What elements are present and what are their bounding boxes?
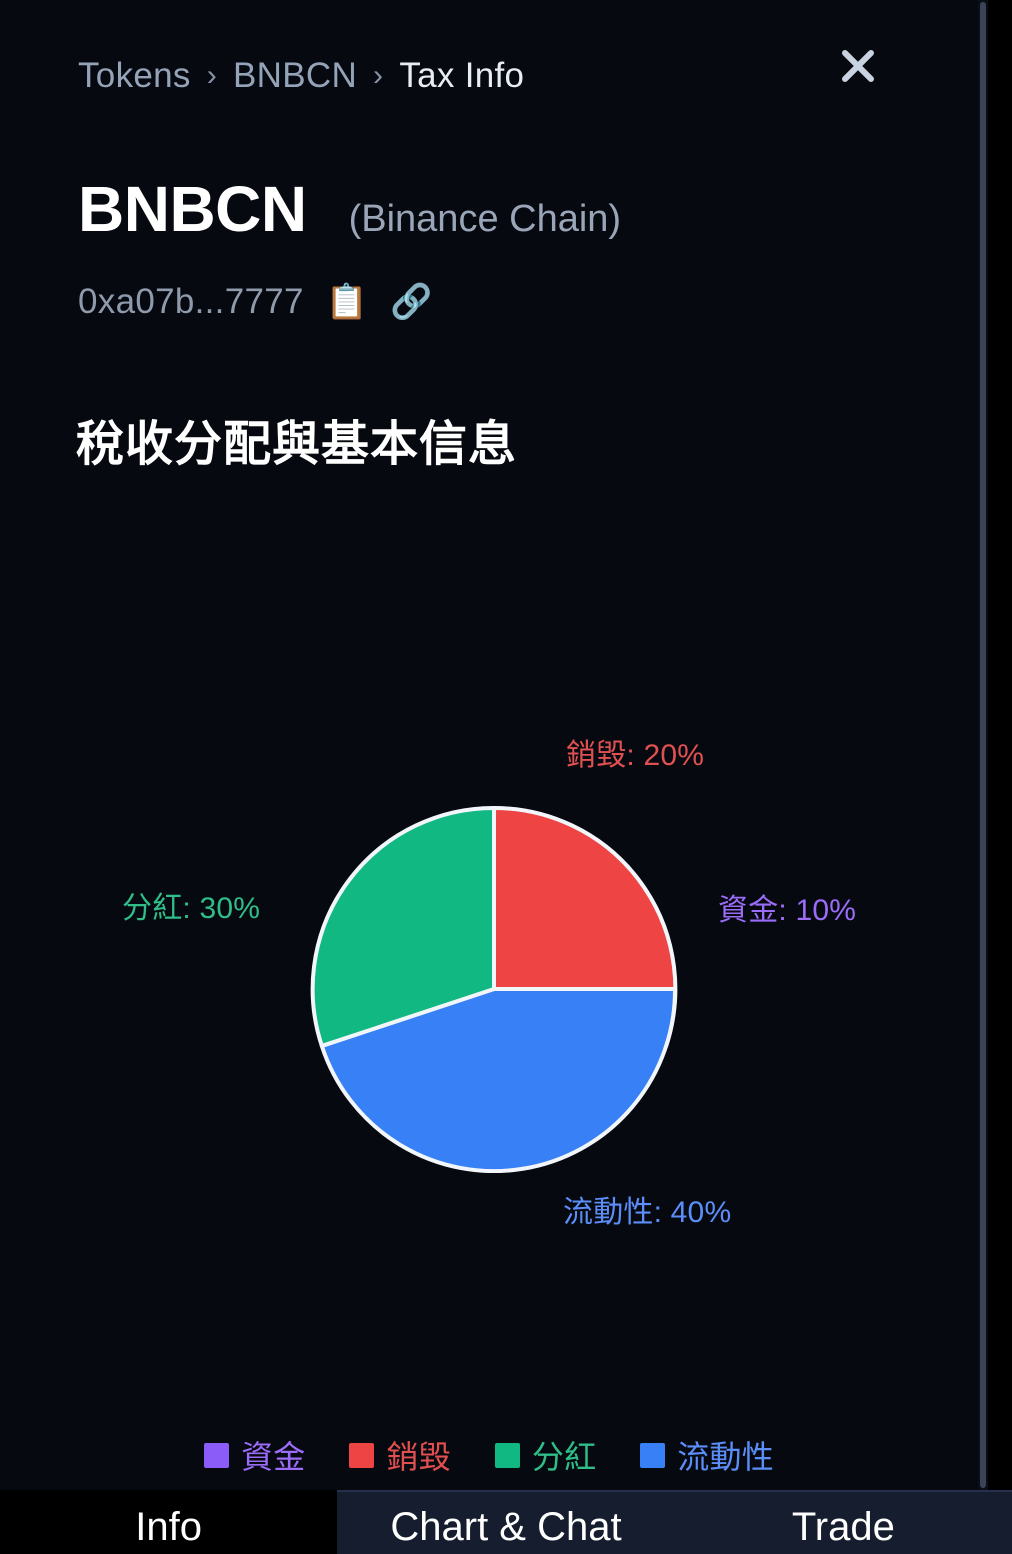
tab-chart-and-chat[interactable]: Chart & Chat bbox=[337, 1490, 675, 1554]
legend-label: 銷毀 bbox=[386, 1439, 451, 1475]
scroll-viewport: Tokens › BNBCN › Tax Info BNBCN (Binance… bbox=[0, 0, 988, 1490]
breadcrumb-item-tax-info[interactable]: Tax Info bbox=[399, 56, 525, 95]
link-icon[interactable]: 🔗 bbox=[390, 282, 433, 322]
section-title: 稅收分配與基本信息 bbox=[76, 418, 518, 471]
legend-item-burn[interactable]: 銷毀 bbox=[349, 1432, 451, 1478]
pie-label-funds: 資金: 10% bbox=[718, 894, 857, 927]
pie-chart bbox=[310, 805, 678, 1173]
tab-trade[interactable]: Trade bbox=[674, 1490, 1012, 1554]
legend-swatch-icon bbox=[349, 1442, 375, 1468]
token-chain-label: (Binance Chain) bbox=[348, 198, 622, 240]
scrollbar-thumb[interactable] bbox=[980, 2, 986, 1488]
clipboard-icon[interactable]: 📋 bbox=[325, 282, 369, 322]
legend-label: 流動性 bbox=[677, 1439, 774, 1475]
pie-slice-liquidity bbox=[319, 987, 678, 1173]
close-icon bbox=[835, 43, 881, 89]
breadcrumb-item-bnbcn[interactable]: BNBCN bbox=[233, 56, 358, 95]
token-address: 0xa07b...7777 bbox=[78, 282, 304, 321]
close-button[interactable] bbox=[832, 40, 884, 92]
chart-legend: 資金 銷毀 分紅 流動性 bbox=[0, 1432, 978, 1478]
legend-label: 分紅 bbox=[531, 1439, 597, 1475]
pie-label-dividend: 分紅: 30% bbox=[122, 892, 261, 925]
legend-swatch-icon bbox=[494, 1442, 520, 1468]
breadcrumb-separator-icon: › bbox=[206, 59, 217, 92]
legend-item-dividend[interactable]: 分紅 bbox=[494, 1432, 597, 1478]
pie-slice-dividend bbox=[310, 805, 496, 1048]
page-title: BNBCN bbox=[78, 173, 307, 245]
pie-label-liquidity: 流動性: 40% bbox=[563, 1196, 732, 1229]
token-address-row: 0xa07b...7777 📋 🔗 bbox=[78, 282, 432, 322]
legend-item-funds[interactable]: 資金 bbox=[204, 1432, 305, 1478]
legend-swatch-icon bbox=[204, 1442, 230, 1468]
legend-item-liquidity[interactable]: 流動性 bbox=[640, 1432, 774, 1478]
breadcrumb-separator-icon: › bbox=[373, 59, 384, 92]
legend-swatch-icon bbox=[640, 1442, 666, 1468]
breadcrumb-item-tokens[interactable]: Tokens bbox=[78, 56, 191, 95]
pie-label-burn: 銷毀: 20% bbox=[566, 739, 705, 772]
token-header: BNBCN (Binance Chain) bbox=[78, 172, 621, 246]
bottom-tab-bar: Info Chart & Chat Trade bbox=[0, 1490, 1012, 1554]
legend-label: 資金 bbox=[241, 1439, 306, 1475]
tax-distribution-chart: 銷毀: 20% 分紅: 30% 資金: 10% 流動性: 40% 資金 銷毀 分… bbox=[0, 500, 978, 1490]
breadcrumb: Tokens › BNBCN › Tax Info bbox=[78, 56, 524, 96]
tab-info[interactable]: Info bbox=[0, 1490, 338, 1554]
